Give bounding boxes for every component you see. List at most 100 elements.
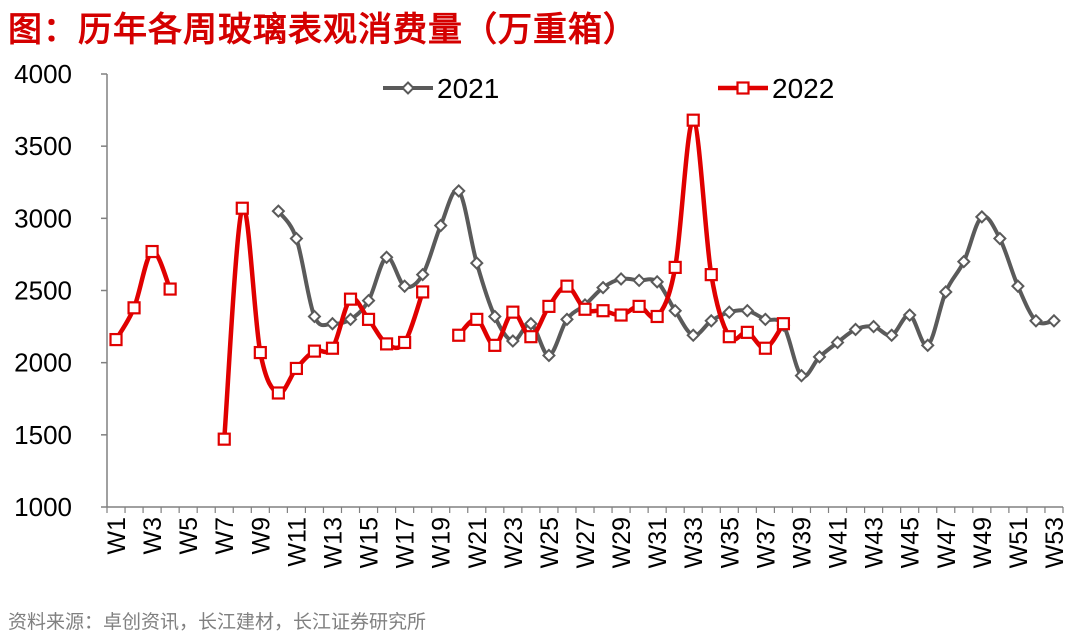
data-point-2021 (650, 274, 665, 289)
legend-marker-2021 (401, 81, 415, 95)
y-tick-label: 2000 (14, 348, 72, 378)
y-tick-label: 1500 (14, 420, 72, 450)
x-tick-label: W7 (211, 517, 239, 555)
data-point-2021 (632, 273, 647, 288)
data-point-2022 (596, 304, 610, 318)
data-point-2022 (398, 335, 412, 350)
x-tick-label: W23 (500, 517, 528, 568)
legend-label-2022: 2022 (772, 73, 834, 104)
data-point-2021 (451, 183, 466, 198)
x-tick-label: W27 (572, 517, 600, 568)
x-tick-label: W15 (356, 517, 384, 568)
data-point-2022 (560, 279, 574, 293)
data-point-2021 (794, 368, 809, 383)
data-point-2022 (235, 201, 249, 215)
data-point-2022 (614, 308, 628, 322)
data-point-2022 (127, 301, 141, 315)
data-point-2022 (145, 244, 159, 259)
data-point-2021 (271, 204, 286, 219)
data-point-2021 (307, 309, 322, 324)
data-point-2022 (253, 345, 267, 360)
data-point-2021 (289, 231, 304, 246)
data-point-2022 (379, 337, 394, 351)
x-tick-label: W3 (139, 517, 167, 555)
x-tick-label: W45 (897, 517, 925, 568)
x-tick-label: W31 (644, 517, 672, 568)
data-point-2021 (668, 303, 683, 318)
x-tick-label: W53 (1041, 517, 1069, 568)
x-tick-label: W11 (283, 517, 311, 567)
x-tick-label: W51 (1005, 517, 1033, 568)
x-tick-label: W21 (464, 517, 492, 568)
data-point-2021 (722, 305, 737, 320)
data-point-2021 (704, 313, 719, 328)
data-point-2021 (992, 231, 1007, 246)
legend-item-2021: 2021 (383, 73, 499, 104)
series-line-2022 (113, 249, 173, 342)
y-tick-label: 1000 (14, 492, 72, 522)
x-tick-label: W5 (175, 517, 203, 555)
data-point-2022 (217, 432, 231, 446)
data-point-2021 (974, 209, 989, 224)
y-tick-label: 2500 (14, 276, 72, 306)
x-tick-label: W13 (319, 517, 347, 568)
data-point-2022 (578, 302, 592, 316)
data-point-2021 (379, 250, 394, 265)
data-point-2022 (632, 299, 646, 313)
data-point-2021 (415, 267, 430, 282)
data-point-2022 (109, 332, 123, 347)
data-point-2022 (524, 330, 538, 344)
x-tick-label: W33 (680, 517, 708, 568)
data-point-2021 (487, 309, 502, 324)
legend-label-2021: 2021 (437, 73, 499, 104)
legend: 2021 2022 (383, 73, 834, 104)
data-point-2021 (469, 256, 484, 270)
x-tick-label: W9 (247, 517, 275, 555)
data-point-2021 (902, 308, 917, 322)
data-point-2021 (812, 349, 827, 364)
x-tick-label: W47 (933, 517, 961, 568)
data-point-2021 (397, 279, 412, 294)
data-point-2021 (614, 272, 628, 286)
data-point-2021 (542, 348, 556, 363)
x-tick-label: W35 (716, 517, 744, 568)
data-point-2022 (325, 341, 340, 355)
data-point-2022 (452, 328, 466, 342)
data-point-2021 (920, 338, 935, 353)
data-point-2022 (416, 285, 430, 299)
data-point-2022 (506, 305, 520, 319)
data-point-2021 (956, 254, 971, 269)
data-point-2021 (343, 312, 358, 327)
x-tick-label: W19 (428, 517, 456, 568)
data-point-2021 (848, 322, 863, 337)
data-point-2021 (866, 319, 881, 334)
x-tick-label: W17 (392, 517, 420, 568)
data-point-2021 (325, 316, 340, 331)
x-tick-label: W43 (861, 517, 889, 568)
data-point-2022 (686, 113, 700, 127)
x-tick-label: W49 (969, 517, 997, 568)
legend-item-2022: 2022 (718, 73, 834, 104)
x-tick-label: W29 (608, 517, 636, 568)
data-point-2022 (163, 282, 177, 296)
series-2022 (109, 113, 791, 446)
data-point-2021 (560, 312, 574, 327)
data-point-2022 (271, 386, 285, 400)
data-point-2022 (488, 338, 502, 352)
series-layer (109, 113, 1061, 446)
data-point-2022 (542, 299, 556, 313)
legend-marker-2022 (736, 81, 750, 95)
data-point-2022 (343, 292, 358, 306)
series-2021 (271, 183, 1061, 383)
data-point-2022 (470, 312, 484, 326)
data-point-2022 (289, 361, 303, 376)
y-tick-label: 3500 (14, 131, 72, 161)
source-note: 资料来源：卓创资讯，长江建材，长江证券研究所 (8, 611, 427, 633)
data-point-2022 (758, 341, 772, 355)
data-point-2021 (1047, 313, 1061, 328)
data-point-2022 (776, 317, 791, 331)
data-point-2022 (361, 312, 376, 326)
x-tick-label: W1 (103, 517, 131, 555)
